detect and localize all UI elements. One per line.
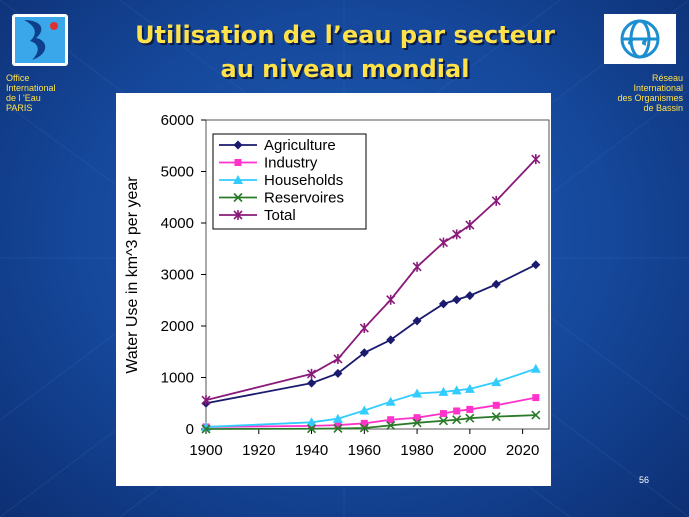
oieau-logo <box>12 14 68 71</box>
legend-marker-reservoires <box>233 192 243 203</box>
water-use-chart: 0 1000 2000 3000 4000 5000 6000 1900 1920 1940 196… <box>124 112 550 459</box>
data-point-reservoires <box>306 424 317 434</box>
data-point-agriculture <box>531 260 541 270</box>
data-point-households <box>451 385 462 395</box>
data-point-households <box>306 417 317 427</box>
legend-label-total: Total <box>264 207 296 224</box>
data-point-households <box>412 388 423 398</box>
data-point-agriculture <box>333 368 343 378</box>
data-point-reservoires <box>465 413 475 423</box>
x-tick-label: 1960 <box>348 442 381 459</box>
data-point-agriculture <box>307 378 317 388</box>
data-point-industry <box>387 416 395 424</box>
legend-marker-agriculture <box>233 140 243 150</box>
data-point-reservoires <box>201 424 211 434</box>
data-point-total <box>201 395 211 406</box>
data-point-total <box>333 353 343 364</box>
page-number: 56 <box>638 475 649 485</box>
data-point-total <box>412 261 422 272</box>
x-tick-label: 2020 <box>506 442 539 459</box>
data-point-households <box>491 377 502 387</box>
right-org-name: Réseau International des Organismes de B… <box>617 73 683 113</box>
riob-logo <box>604 14 676 69</box>
y-tick-label: 3000 <box>161 267 194 284</box>
x-tick-label: 1940 <box>295 442 328 459</box>
slide-title-line-1: Utilisation de l’eau par secteur <box>135 21 555 49</box>
y-tick-label: 0 <box>186 421 194 438</box>
legend-label-households: Households <box>264 172 343 189</box>
data-point-total <box>465 220 475 231</box>
data-point-agriculture <box>359 348 369 358</box>
data-point-reservoires <box>412 418 422 428</box>
data-point-agriculture <box>452 295 462 305</box>
data-point-reservoires <box>386 420 396 430</box>
data-point-reservoires <box>359 423 369 433</box>
legend-marker-households <box>233 175 243 184</box>
y-tick-label: 5000 <box>161 164 194 181</box>
data-point-industry <box>466 405 474 413</box>
legend-label-agriculture: Agriculture <box>264 137 336 154</box>
legend-marker-industry <box>234 159 242 166</box>
data-point-industry <box>334 421 342 429</box>
data-point-households <box>332 413 343 423</box>
y-tick-label: 6000 <box>161 112 194 129</box>
data-point-reservoires <box>491 412 501 422</box>
y-axis-label: Water Use in km^3 per year <box>124 176 141 374</box>
data-point-total <box>359 323 369 334</box>
left-org-name: Office International de l 'Eau PARIS <box>6 73 56 113</box>
series-line-industry <box>205 396 536 428</box>
data-point-households <box>359 405 370 415</box>
slide-title-line-2: au niveau mondial <box>220 55 470 83</box>
data-point-reservoires <box>452 415 462 425</box>
data-point-households <box>438 386 449 396</box>
data-point-total <box>438 237 449 248</box>
data-point-industry <box>453 407 461 415</box>
data-point-industry <box>492 401 500 409</box>
data-point-agriculture <box>438 299 448 309</box>
series-line-agriculture <box>205 263 537 405</box>
data-point-households <box>464 383 475 393</box>
data-point-agriculture <box>465 291 475 301</box>
data-point-total <box>386 294 396 305</box>
legend-marker-total <box>233 210 243 220</box>
data-point-agriculture <box>412 316 422 326</box>
legend-label-industry: Industry <box>264 155 318 172</box>
x-tick-label: 2000 <box>453 442 486 459</box>
series-line-households <box>205 367 537 428</box>
data-point-reservoires <box>438 416 449 426</box>
y-tick-label: 2000 <box>161 318 194 335</box>
x-tick-label: 1920 <box>242 442 275 459</box>
data-point-industry <box>360 419 368 427</box>
data-point-total <box>491 195 501 206</box>
x-tick-label: 1900 <box>189 442 222 459</box>
data-point-industry <box>532 394 540 402</box>
legend-label-reservoires: Reservoires <box>264 190 344 207</box>
data-point-total <box>531 154 541 165</box>
data-point-total <box>306 368 317 379</box>
data-point-industry <box>439 410 447 418</box>
chart-panel: 0 1000 2000 3000 4000 5000 6000 1900 1920 1940 196… <box>116 93 551 486</box>
data-point-reservoires <box>531 410 541 420</box>
data-point-households <box>530 363 541 373</box>
data-point-total <box>452 229 462 240</box>
x-tick-label: 1980 <box>400 442 433 459</box>
data-point-households <box>385 396 396 406</box>
data-point-reservoires <box>333 423 343 434</box>
y-tick-label: 4000 <box>161 215 194 232</box>
data-point-agriculture <box>386 335 396 345</box>
data-point-industry <box>413 414 421 422</box>
y-tick-label: 1000 <box>161 370 194 387</box>
data-point-agriculture <box>491 279 501 289</box>
